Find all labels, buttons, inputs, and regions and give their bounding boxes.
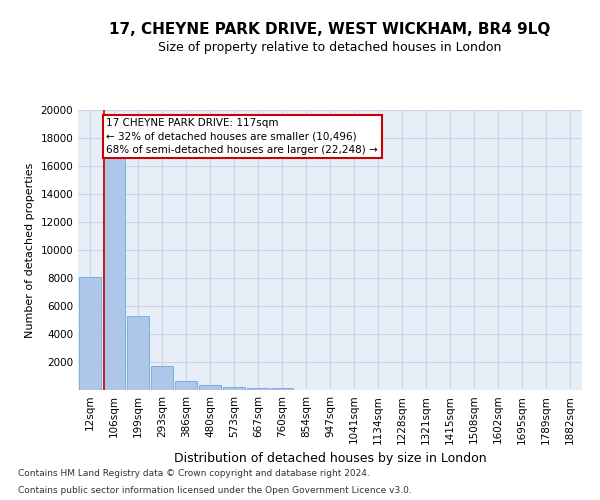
Bar xyxy=(151,366,173,390)
Bar xyxy=(271,388,293,390)
Text: Size of property relative to detached houses in London: Size of property relative to detached ho… xyxy=(158,41,502,54)
Bar xyxy=(247,388,269,390)
X-axis label: Distribution of detached houses by size in London: Distribution of detached houses by size … xyxy=(173,452,487,465)
Bar xyxy=(127,316,149,390)
Bar xyxy=(175,382,197,390)
Bar xyxy=(199,386,221,390)
Text: Contains HM Land Registry data © Crown copyright and database right 2024.: Contains HM Land Registry data © Crown c… xyxy=(18,468,370,477)
Bar xyxy=(79,276,101,390)
Text: 17 CHEYNE PARK DRIVE: 117sqm
← 32% of detached houses are smaller (10,496)
68% o: 17 CHEYNE PARK DRIVE: 117sqm ← 32% of de… xyxy=(106,118,378,155)
Bar xyxy=(223,387,245,390)
Text: 17, CHEYNE PARK DRIVE, WEST WICKHAM, BR4 9LQ: 17, CHEYNE PARK DRIVE, WEST WICKHAM, BR4… xyxy=(109,22,551,38)
Text: Contains public sector information licensed under the Open Government Licence v3: Contains public sector information licen… xyxy=(18,486,412,495)
Y-axis label: Number of detached properties: Number of detached properties xyxy=(25,162,35,338)
Bar xyxy=(103,158,125,390)
